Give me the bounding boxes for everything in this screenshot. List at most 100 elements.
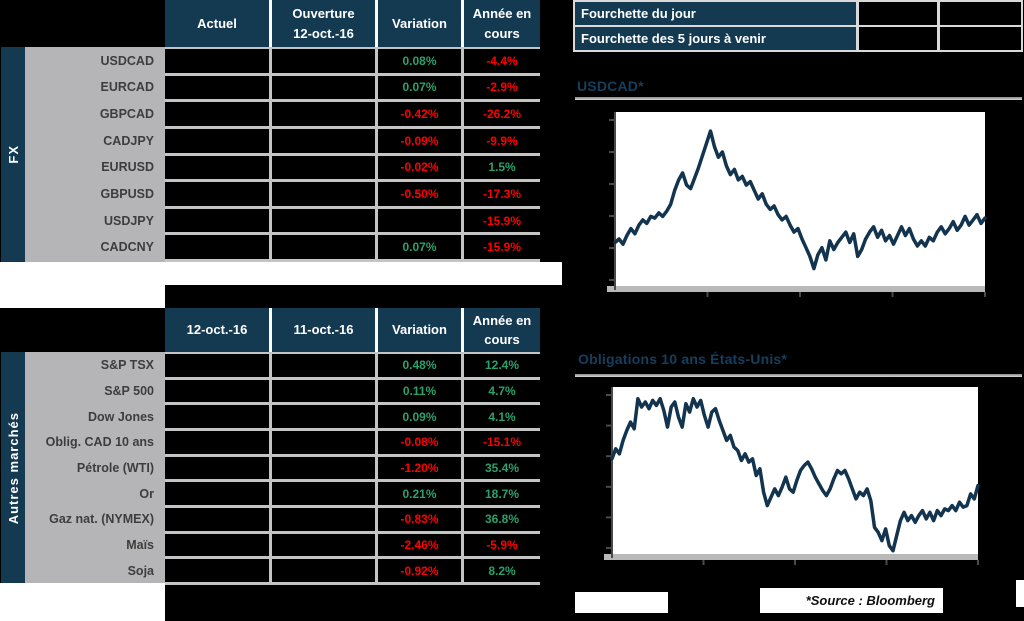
fx-row-label: GBPCAD	[99, 107, 154, 122]
fx-header-ytd: Année en cours	[464, 0, 540, 47]
usdcad-line-chart	[607, 112, 987, 297]
markets-cell-ytd: -15.1%	[464, 430, 540, 454]
markets-cell-c2	[272, 379, 375, 403]
fx-cell-variation: 0.08%	[378, 49, 461, 73]
markets-header-date2: 11-oct.-16	[272, 308, 375, 352]
markets-header-date1: 12-oct.-16	[165, 308, 269, 352]
usdcad-chart-title: USDCAD*	[577, 78, 644, 94]
markets-cell-c1	[165, 482, 269, 505]
markets-cell-ytd: 35.4%	[464, 456, 540, 480]
fx-cell-ytd: -2.9%	[464, 75, 540, 100]
markets-row-label: Maïs	[126, 537, 154, 552]
markets-group-bar: Autres marchés	[1, 352, 25, 585]
fx-cell-c1	[165, 182, 269, 206]
fx-cell-ytd: -17.3%	[464, 182, 540, 206]
fx-cell-c2	[272, 49, 375, 73]
markets-row-label: Oblig. CAD 10 ans	[45, 435, 154, 450]
markets-cell-ytd: 12.4%	[464, 354, 540, 377]
fx-row-label: EURCAD	[100, 80, 154, 95]
fx-cell-c1	[165, 75, 269, 100]
markets-cell-variation: -0.08%	[378, 430, 461, 454]
range-5days-low-cell	[859, 27, 937, 50]
range-5days-label: Fourchette des 5 jours à venir	[575, 27, 856, 50]
markets-cell-variation: 0.48%	[378, 354, 461, 377]
range-day-label: Fourchette du jour	[575, 2, 856, 25]
fx-cell-c1	[165, 128, 269, 153]
fx-cell-ytd: -9.9%	[464, 128, 540, 153]
fx-cell-variation: 0.07%	[378, 75, 461, 100]
fx-cell-ytd: -4.4%	[464, 49, 540, 73]
range-row-5days: Fourchette des 5 jours à venir	[575, 27, 1021, 50]
background-patch	[1016, 580, 1024, 607]
markets-cell-ytd: 36.8%	[464, 507, 540, 531]
fx-header-variation: Variation	[378, 0, 461, 47]
fx-group-label: FX	[5, 145, 21, 164]
fx-cell-c2	[272, 75, 375, 100]
markets-cell-variation: 0.09%	[378, 405, 461, 428]
fx-cell-c1	[165, 208, 269, 233]
markets-cell-c1	[165, 456, 269, 480]
fx-cell-variation: -0.50%	[378, 182, 461, 206]
fx-cell-c2	[272, 182, 375, 206]
background-patch	[0, 262, 562, 285]
range-day-low-cell	[859, 2, 937, 25]
background-patch	[575, 592, 668, 613]
markets-row-label: S&P TSX	[100, 358, 154, 373]
markets-row-label: Or	[139, 486, 154, 501]
fx-row-label: USDCAD	[100, 53, 154, 68]
us10y-bonds-chart-title: Obligations 10 ans États-Unis*	[578, 351, 788, 367]
markets-cell-ytd: 4.1%	[464, 405, 540, 428]
markets-cell-variation: -1.20%	[378, 456, 461, 480]
fx-cell-variation: -0.42%	[378, 102, 461, 126]
us10y-bonds-line-chart	[604, 387, 980, 565]
fx-cell-c1	[165, 49, 269, 73]
markets-cell-c1	[165, 379, 269, 403]
us10y-title-divider	[575, 374, 1022, 377]
markets-cell-c2	[272, 430, 375, 454]
fx-cell-c2	[272, 102, 375, 126]
range-5days-high-cell	[940, 27, 1021, 50]
markets-data-grid: 0.48% 12.4% 0.11% 4.7% 0.09% 4.1% -0.08% -15.1%…	[165, 352, 540, 585]
fx-cell-c1	[165, 235, 269, 259]
fx-cell-c2	[272, 235, 375, 259]
markets-cell-c2	[272, 533, 375, 557]
markets-cell-ytd: 4.7%	[464, 379, 540, 403]
markets-group-label: Autres marchés	[5, 412, 21, 525]
markets-cell-c2	[272, 507, 375, 531]
fx-header-actuel: Actuel	[165, 0, 269, 47]
fx-header-ouverture: Ouverture 12-oct.-16	[272, 0, 375, 47]
markets-cell-ytd: 18.7%	[464, 482, 540, 505]
markets-cell-c1	[165, 405, 269, 428]
markets-cell-variation: 0.11%	[378, 379, 461, 403]
fx-cell-variation	[378, 208, 461, 233]
fx-cell-c1	[165, 102, 269, 126]
markets-cell-c2	[272, 354, 375, 377]
markets-row-label: Dow Jones	[88, 409, 154, 424]
ranges-table: Fourchette du jour Fourchette des 5 jour…	[573, 0, 1023, 52]
markets-row-label: Pétrole (WTI)	[76, 460, 154, 475]
fx-row-label: USDJPY	[103, 213, 154, 228]
markets-header-ytd: Année en cours	[464, 308, 540, 352]
markets-cell-variation: -0.83%	[378, 507, 461, 531]
fx-cell-c1	[165, 155, 269, 180]
fx-row-labels: USDCAD EURCAD GBPCAD CADJPY EURUSD GBPUSD USDJ…	[25, 47, 165, 262]
markets-cell-variation: -0.92%	[378, 559, 461, 582]
markets-cell-c2	[272, 405, 375, 428]
fx-cell-variation: -0.09%	[378, 128, 461, 153]
markets-row-label: Gaz nat. (NYMEX)	[49, 512, 154, 527]
markets-cell-c1	[165, 559, 269, 582]
fx-cell-ytd: -15.9%	[464, 208, 540, 233]
fx-cell-c2	[272, 208, 375, 233]
markets-cell-c2	[272, 456, 375, 480]
markets-cell-c1	[165, 354, 269, 377]
fx-cell-ytd: -26.2%	[464, 102, 540, 126]
markets-cell-variation: 0.21%	[378, 482, 461, 505]
markets-cell-c1	[165, 507, 269, 531]
fx-cell-c2	[272, 128, 375, 153]
fx-cell-variation: 0.07%	[378, 235, 461, 259]
markets-cell-ytd: -5.9%	[464, 533, 540, 557]
source-note: *Source : Bloomberg	[760, 588, 943, 613]
markets-cell-c2	[272, 559, 375, 582]
fx-cell-ytd: 1.5%	[464, 155, 540, 180]
markets-cell-c2	[272, 482, 375, 505]
